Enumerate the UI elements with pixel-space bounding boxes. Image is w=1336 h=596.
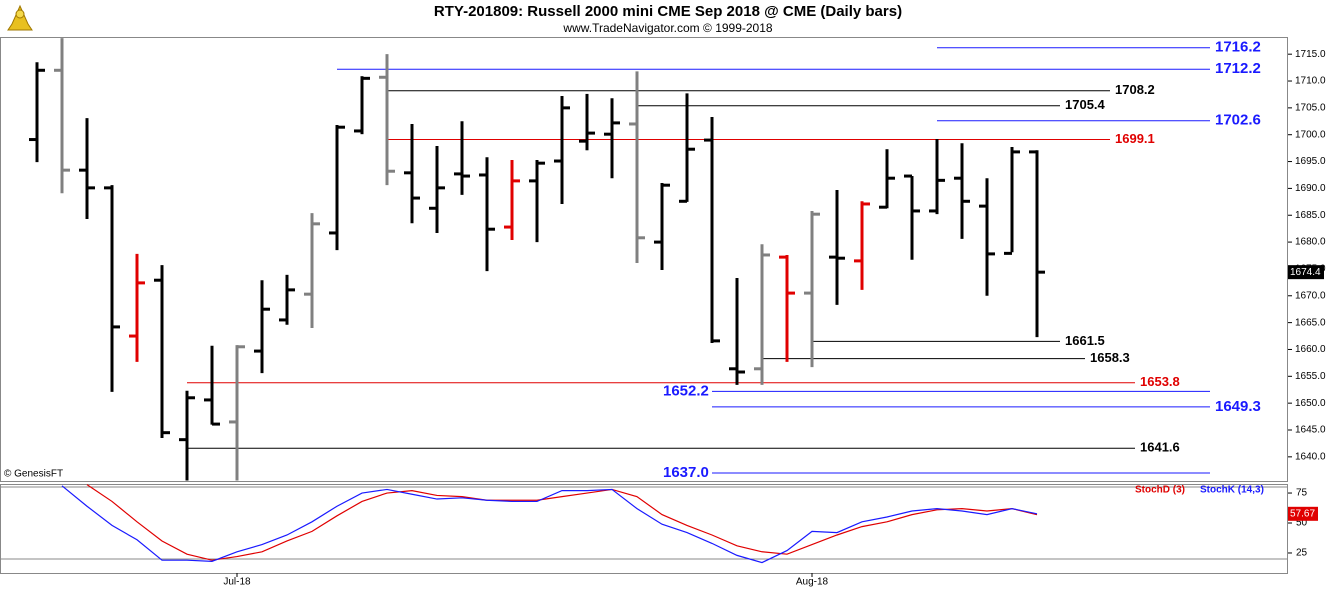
y-tick-label: 1640.0 — [1295, 451, 1326, 462]
logo — [7, 4, 33, 31]
level-label: 1641.6 — [1140, 440, 1180, 455]
y-tick-label: 1700.0 — [1295, 129, 1326, 140]
y-tick-label: 1715.0 — [1295, 49, 1326, 60]
y-tick-label: 1650.0 — [1295, 398, 1326, 409]
stoch-line — [86, 484, 1038, 561]
y-tick-label: 25 — [1296, 548, 1308, 559]
level-label: 1637.0 — [663, 464, 709, 481]
last-price: 1674.4 — [1290, 267, 1321, 278]
y-tick-label: 1660.0 — [1295, 344, 1326, 355]
y-tick-label: 75 — [1296, 488, 1308, 499]
watermark: © GenesisFT — [4, 469, 63, 480]
level-label: 1649.3 — [1215, 398, 1261, 415]
level-label: 1716.2 — [1215, 39, 1261, 56]
level-label: 1708.2 — [1115, 82, 1155, 97]
last-value-box — [1288, 506, 1318, 521]
legend-entry: StochK (14,3) — [1200, 485, 1264, 496]
y-tick-label: 1695.0 — [1295, 156, 1326, 167]
level-label: 1661.5 — [1065, 333, 1105, 348]
price-panel — [0, 37, 1288, 482]
chart-title: RTY-201809: Russell 2000 mini CME Sep 20… — [434, 3, 902, 20]
stoch-panel — [0, 484, 1288, 574]
y-tick-label: 1645.0 — [1295, 425, 1326, 436]
y-tick-label: 1690.0 — [1295, 183, 1326, 194]
level-label: 1652.2 — [663, 382, 709, 399]
level-label: 1653.8 — [1140, 374, 1180, 389]
level-label: 1699.1 — [1115, 131, 1155, 146]
x-tick-label: Jul-18 — [223, 577, 251, 588]
y-tick-label: 1680.0 — [1295, 237, 1326, 248]
level-label: 1705.4 — [1065, 97, 1106, 112]
y-tick-label: 1685.0 — [1295, 210, 1326, 221]
level-label: 1712.2 — [1215, 60, 1261, 77]
chart-subtitle: www.TradeNavigator.com © 1999-2018 — [562, 21, 772, 35]
y-tick-label: 1670.0 — [1295, 290, 1326, 301]
stoch-line — [61, 485, 1038, 564]
level-label: 1658.3 — [1090, 350, 1130, 365]
y-tick-label: 1710.0 — [1295, 76, 1326, 87]
y-tick-label: 1705.0 — [1295, 103, 1326, 114]
y-tick-label: 1665.0 — [1295, 317, 1326, 328]
x-tick-label: Aug-18 — [796, 577, 829, 588]
y-tick-label: 1655.0 — [1295, 371, 1326, 382]
level-label: 1702.6 — [1215, 112, 1261, 129]
last-price-box — [1288, 265, 1324, 280]
legend-entry: StochD (3) — [1135, 485, 1185, 496]
last-value: 57.67 — [1290, 508, 1315, 519]
y-tick-label: 50 — [1296, 518, 1308, 529]
